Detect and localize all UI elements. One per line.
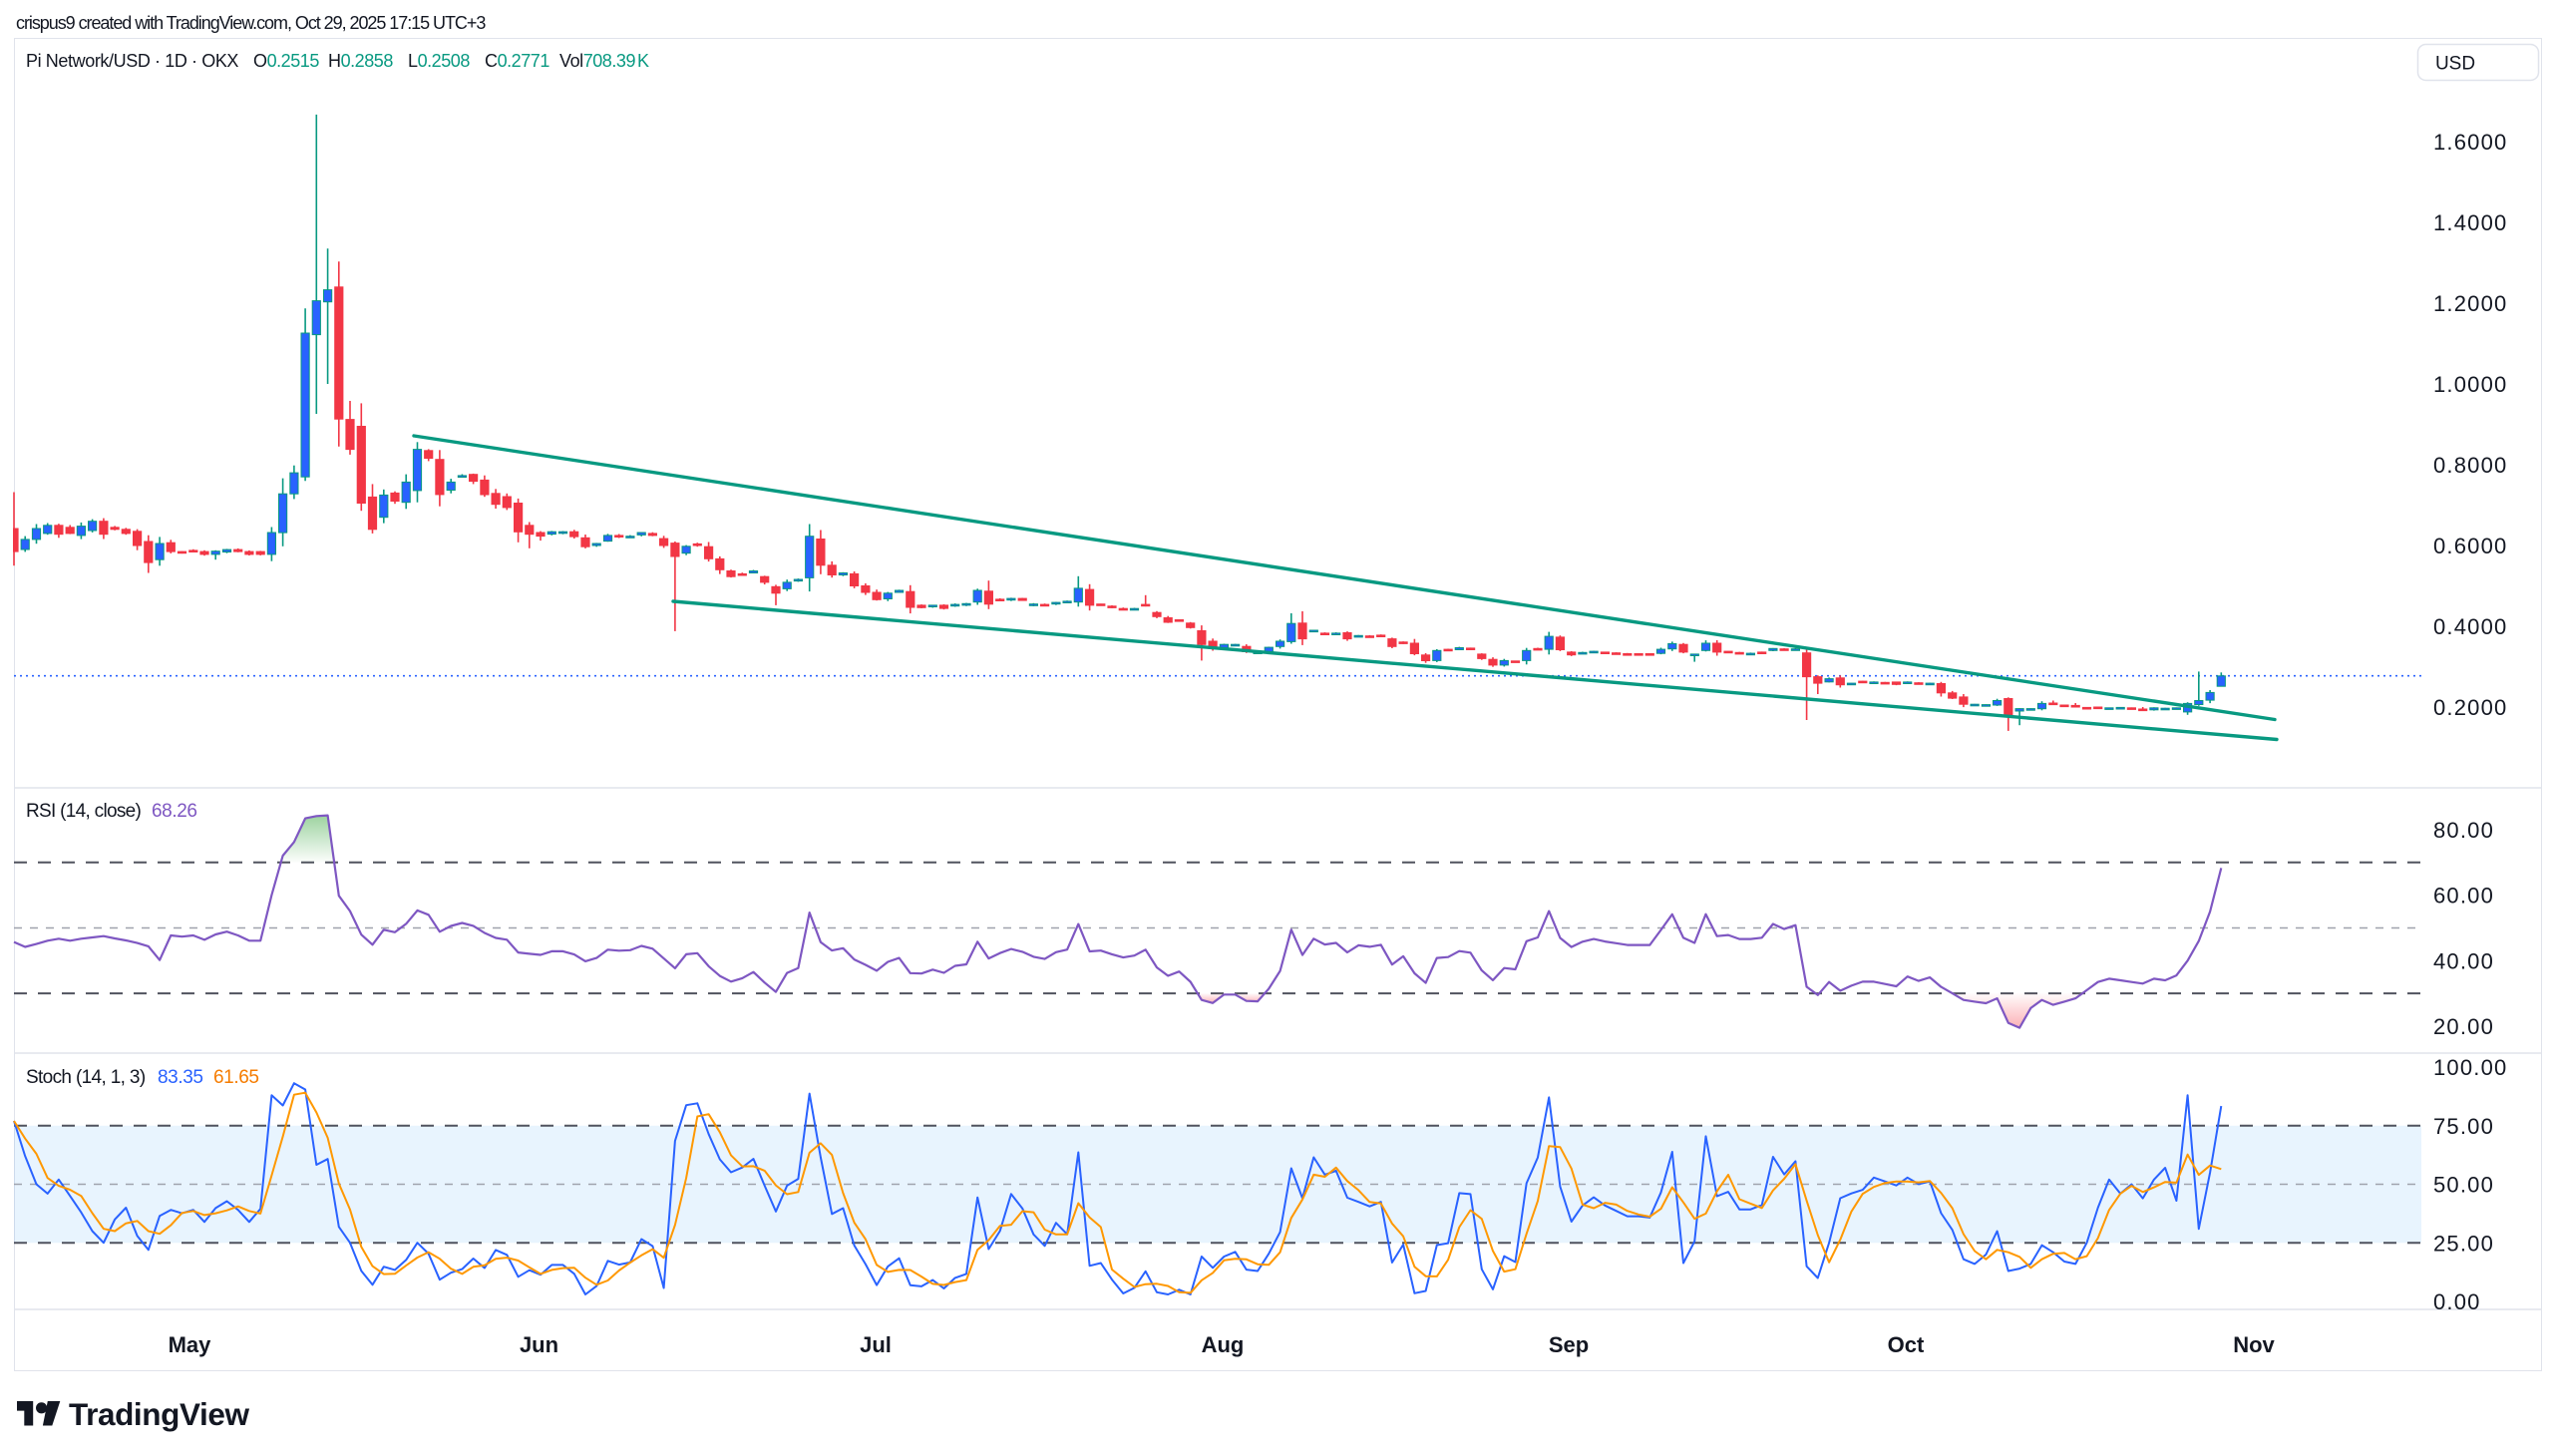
svg-text:0.2000: 0.2000 <box>2433 695 2508 720</box>
svg-text:May: May <box>169 1332 212 1357</box>
svg-text:0.6000: 0.6000 <box>2433 534 2508 558</box>
svg-text:Aug: Aug <box>1202 1332 1245 1357</box>
svg-text:Jul: Jul <box>860 1332 892 1357</box>
svg-text:60.00: 60.00 <box>2433 884 2494 909</box>
svg-text:40.00: 40.00 <box>2433 948 2494 973</box>
svg-text:1.4000: 1.4000 <box>2433 210 2508 235</box>
svg-text:USD: USD <box>2435 54 2475 75</box>
svg-text:25.00: 25.00 <box>2433 1231 2494 1256</box>
svg-text:0.8000: 0.8000 <box>2433 453 2508 478</box>
svg-text:Nov: Nov <box>2233 1332 2275 1357</box>
svg-text:20.00: 20.00 <box>2433 1014 2494 1039</box>
svg-text:1.6000: 1.6000 <box>2433 130 2508 155</box>
svg-text:100.00: 100.00 <box>2433 1055 2508 1080</box>
svg-text:1.0000: 1.0000 <box>2433 372 2508 397</box>
svg-text:Jun: Jun <box>520 1332 558 1357</box>
svg-text:75.00: 75.00 <box>2433 1114 2494 1139</box>
svg-text:0.00: 0.00 <box>2433 1289 2481 1314</box>
svg-text:RSI (14, close)68.26: RSI (14, close) 68.26 <box>26 801 197 822</box>
svg-text:50.00: 50.00 <box>2433 1173 2494 1198</box>
svg-text:0.4000: 0.4000 <box>2433 614 2508 639</box>
svg-text:80.00: 80.00 <box>2433 818 2494 843</box>
svg-text:1.2000: 1.2000 <box>2433 291 2508 316</box>
svg-text:TradingView: TradingView <box>69 1396 249 1432</box>
svg-text:Sep: Sep <box>1549 1332 1589 1357</box>
svg-text:crispus9 created with TradingV: crispus9 created with TradingView.com, O… <box>16 13 486 33</box>
svg-text:Oct: Oct <box>1888 1332 1925 1357</box>
